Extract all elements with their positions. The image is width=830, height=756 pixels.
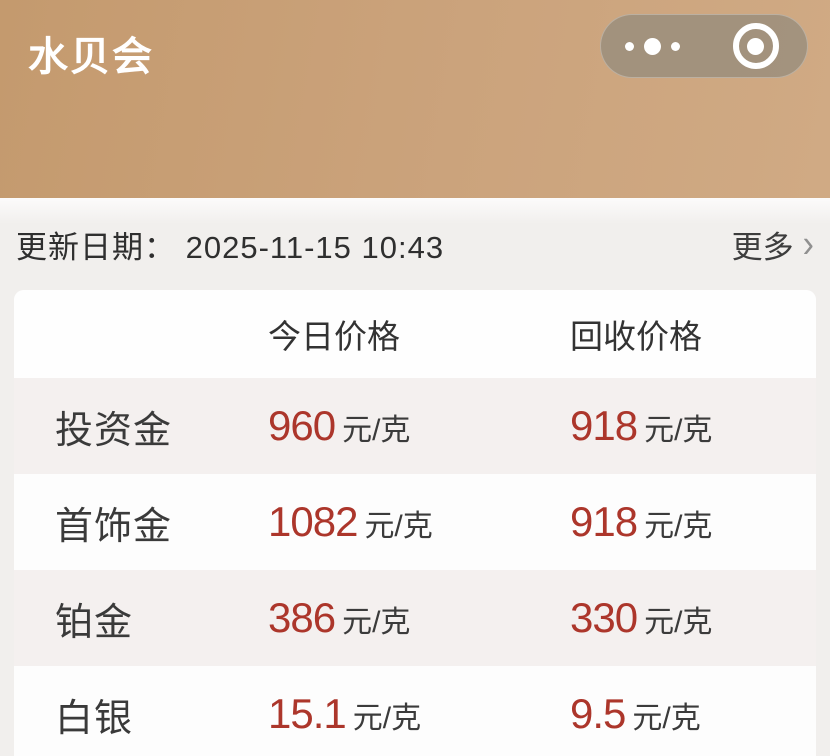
today-price: 960 元/克 (268, 402, 570, 450)
update-date-text: 更新日期： 2025-11-15 10:43 (16, 222, 444, 267)
price-value: 918 (570, 498, 638, 545)
price-unit: 元/克 (644, 606, 713, 639)
three-dots-icon (625, 37, 680, 55)
update-date-label: 更新日期： (16, 229, 176, 265)
price-unit: 元/克 (352, 702, 422, 735)
price-value: 386 (268, 594, 336, 641)
price-unit: 元/克 (644, 510, 713, 543)
price-value: 918 (570, 402, 638, 449)
price-unit: 元/克 (342, 606, 411, 639)
recycle-price: 918 元/克 (570, 498, 816, 546)
price-table: 今日价格 回收价格 投资金 960 元/克 918 元/克 首饰金 1082 元… (14, 290, 816, 756)
more-label: 更多 (731, 229, 794, 265)
column-header-today: 今日价格 (268, 318, 400, 355)
price-unit: 元/克 (342, 414, 411, 447)
table-row-silver: 白银 15.1 元/克 9.5 元/克 (14, 666, 816, 756)
recycle-price: 330 元/克 (570, 594, 816, 642)
recycle-price: 918 元/克 (570, 402, 816, 450)
page-title: 水贝会 (28, 35, 154, 79)
today-price: 15.1 元/克 (268, 690, 570, 738)
circled-dot-icon (732, 23, 779, 69)
recycle-price: 9.5 元/克 (570, 690, 816, 738)
price-value: 330 (570, 594, 638, 641)
price-value: 960 (268, 402, 336, 449)
metal-name: 铂金 (55, 601, 134, 644)
price-value: 1082 (268, 498, 358, 545)
update-datetime: 2025-11-15 10:43 (185, 229, 445, 265)
table-row-platinum: 铂金 386 元/克 330 元/克 (14, 570, 816, 666)
price-unit: 元/克 (364, 510, 433, 543)
chevron-right-icon: › (802, 222, 814, 266)
table-row-investment-gold: 投资金 960 元/克 918 元/克 (14, 378, 816, 474)
app-header: 水贝会 (0, 0, 830, 198)
metal-name: 白银 (55, 697, 134, 740)
wechat-capsule (600, 14, 808, 78)
more-menu-button[interactable] (601, 37, 704, 55)
price-unit: 元/克 (644, 414, 713, 447)
more-link[interactable]: 更多 › (732, 222, 814, 267)
column-header-recycle: 回收价格 (570, 318, 702, 355)
metal-name: 投资金 (55, 409, 173, 452)
update-bar: 更新日期： 2025-11-15 10:43 更多 › (0, 198, 830, 290)
table-header-row: 今日价格 回收价格 (14, 290, 816, 378)
today-price: 1082 元/克 (268, 498, 570, 546)
price-value: 15.1 (268, 690, 347, 737)
price-value: 9.5 (570, 690, 626, 737)
table-row-jewelry-gold: 首饰金 1082 元/克 918 元/克 (14, 474, 816, 570)
metal-name: 首饰金 (55, 505, 173, 548)
price-unit: 元/克 (632, 702, 701, 735)
today-price: 386 元/克 (268, 594, 570, 642)
close-home-button[interactable] (704, 23, 807, 69)
